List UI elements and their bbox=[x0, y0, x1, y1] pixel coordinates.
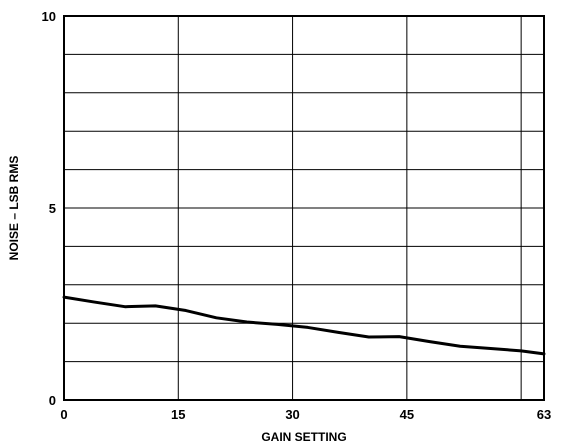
x-tick-label: 63 bbox=[537, 407, 551, 422]
x-tick-labels: 0 15 30 45 63 bbox=[60, 407, 551, 422]
x-tick-label: 45 bbox=[400, 407, 414, 422]
plot-frame bbox=[63, 15, 545, 401]
grid bbox=[63, 15, 545, 401]
x-tick-label: 15 bbox=[171, 407, 185, 422]
y-axis-title: NOISE – LSB RMS bbox=[7, 156, 21, 261]
y-tick-label: 5 bbox=[49, 201, 56, 216]
y-tick-label: 10 bbox=[42, 9, 56, 24]
x-tick-label: 30 bbox=[285, 407, 299, 422]
series-line-noise bbox=[62, 295, 546, 356]
x-tick-label: 0 bbox=[60, 407, 67, 422]
x-axis-title: GAIN SETTING bbox=[261, 430, 346, 444]
y-tick-label: 0 bbox=[49, 393, 56, 408]
y-tick-labels: 0 5 10 bbox=[42, 9, 56, 408]
